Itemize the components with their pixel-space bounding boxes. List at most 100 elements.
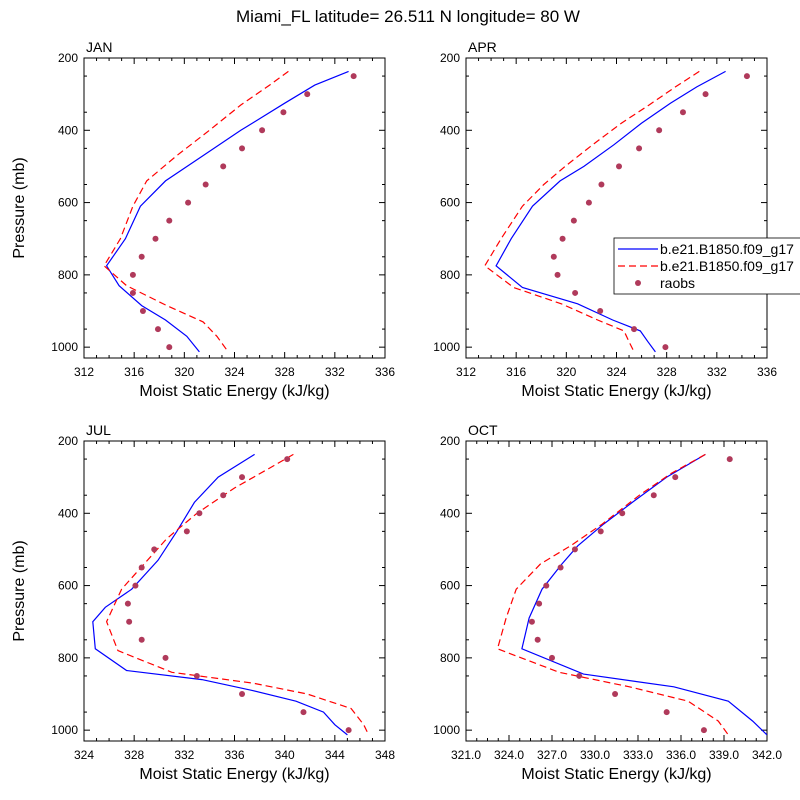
y-tick-label: 200 [58,434,78,448]
y-tick-label: 200 [440,51,460,65]
raobs-point [534,636,541,643]
raobs-point [138,636,145,643]
raobs-point [132,582,139,589]
y-tick-label: 200 [58,51,78,65]
raobs-point [619,510,626,517]
y-tick-label: 400 [440,506,460,520]
plot-frame [465,57,768,359]
raobs-point [598,181,605,188]
raobs-point [536,600,543,607]
raobs-point [239,145,246,152]
x-tick-label: 324 [224,365,244,379]
raobs-point [554,271,561,278]
raobs-point [138,564,145,571]
raobs-point [345,727,352,734]
series-line-solid [92,453,348,736]
raobs-point [550,253,557,260]
x-tick-label: 332 [174,748,194,762]
x-tick-label: 342.0 [752,748,782,762]
raobs-point [300,709,307,716]
x-tick-label: 321.0 [451,748,481,762]
raobs-point [126,618,133,625]
y-axis-label: Pressure (mb) [11,157,28,258]
series-line-dashed [103,70,289,353]
raobs-point [284,456,291,463]
series-line-dashed [105,453,370,736]
legend-label: b.e21.B1850.f09_g17 [660,258,794,274]
raobs-point [193,672,200,679]
y-tick-label: 600 [58,579,78,593]
raobs-point [129,289,136,296]
x-axis-label: Moist Static Energy (kJ/kg) [521,383,711,400]
x-tick-label: 330.0 [580,748,610,762]
x-axis-label: Moist Static Energy (kJ/kg) [139,383,329,400]
raobs-point [124,600,131,607]
raobs-point [239,691,246,698]
raobs-point [220,492,227,499]
raobs-point [350,73,357,80]
raobs-point [576,672,583,679]
raobs-point [220,163,227,170]
raobs-point [152,235,159,242]
y-tick-label: 1000 [51,723,78,737]
raobs-point [549,654,555,661]
raobs-point [138,253,145,260]
x-tick-label: 316 [506,365,526,379]
panel-oct: OCT 321.0 324.0 327.0 330.0 333.0 336.0 339.0 34… [433,422,782,783]
x-tick-label: 336 [757,365,777,379]
y-tick-label: 800 [440,268,460,282]
legend-marker [635,280,641,286]
y-tick-label: 800 [58,268,78,282]
raobs-point [662,344,669,351]
raobs-point [743,73,750,80]
x-tick-label: 316 [124,365,144,379]
raobs-point [597,308,604,315]
y-tick-label: 1000 [433,340,460,354]
x-tick-label: 340 [275,748,295,762]
y-tick-label: 600 [440,579,460,593]
raobs-point [572,289,579,296]
raobs-point [185,199,192,206]
series-line-solid [105,70,349,353]
raobs-point [239,474,246,481]
x-tick-label: 320 [174,365,194,379]
x-tick-label: 324 [74,748,94,762]
raobs-point [183,528,190,535]
raobs-point [259,127,266,134]
raobs-point [650,492,657,499]
x-tick-label: 328 [657,365,677,379]
x-tick-label: 348 [375,748,395,762]
raobs-point [570,217,577,224]
y-tick-label: 800 [58,651,78,665]
series-line-solid [495,70,726,353]
raobs-point [139,308,146,315]
raobs-point [129,271,136,278]
y-tick-label: 400 [58,506,78,520]
raobs-point [202,181,209,188]
raobs-point [571,546,578,553]
raobs-point [196,510,203,517]
x-tick-label: 332 [325,365,345,379]
x-tick-label: 320 [556,365,576,379]
panel-jan: JAN 312 316 320 324 328 332 336 200 400 600 800 1000… [11,39,395,400]
x-tick-label: 332 [707,365,727,379]
legend: b.e21.B1850.f09_g17b.e21.B1850.f09_g17ra… [613,237,800,295]
x-tick-label: 344 [325,748,345,762]
legend-label: raobs [660,275,695,291]
plot-frame [83,57,386,359]
legend-label: b.e21.B1850.f09_g17 [660,241,794,257]
raobs-point [726,456,733,463]
x-tick-label: 312 [456,365,476,379]
raobs-point [612,691,619,698]
raobs-point [166,344,173,351]
raobs-point [166,217,173,224]
y-tick-label: 600 [440,196,460,210]
raobs-point [616,163,623,170]
x-tick-label: 336.0 [666,748,696,762]
x-tick-label: 328 [124,748,144,762]
y-tick-label: 800 [440,651,460,665]
raobs-point [679,109,686,116]
y-tick-label: 400 [58,123,78,137]
raobs-point [636,145,643,152]
x-tick-label: 312 [74,365,94,379]
